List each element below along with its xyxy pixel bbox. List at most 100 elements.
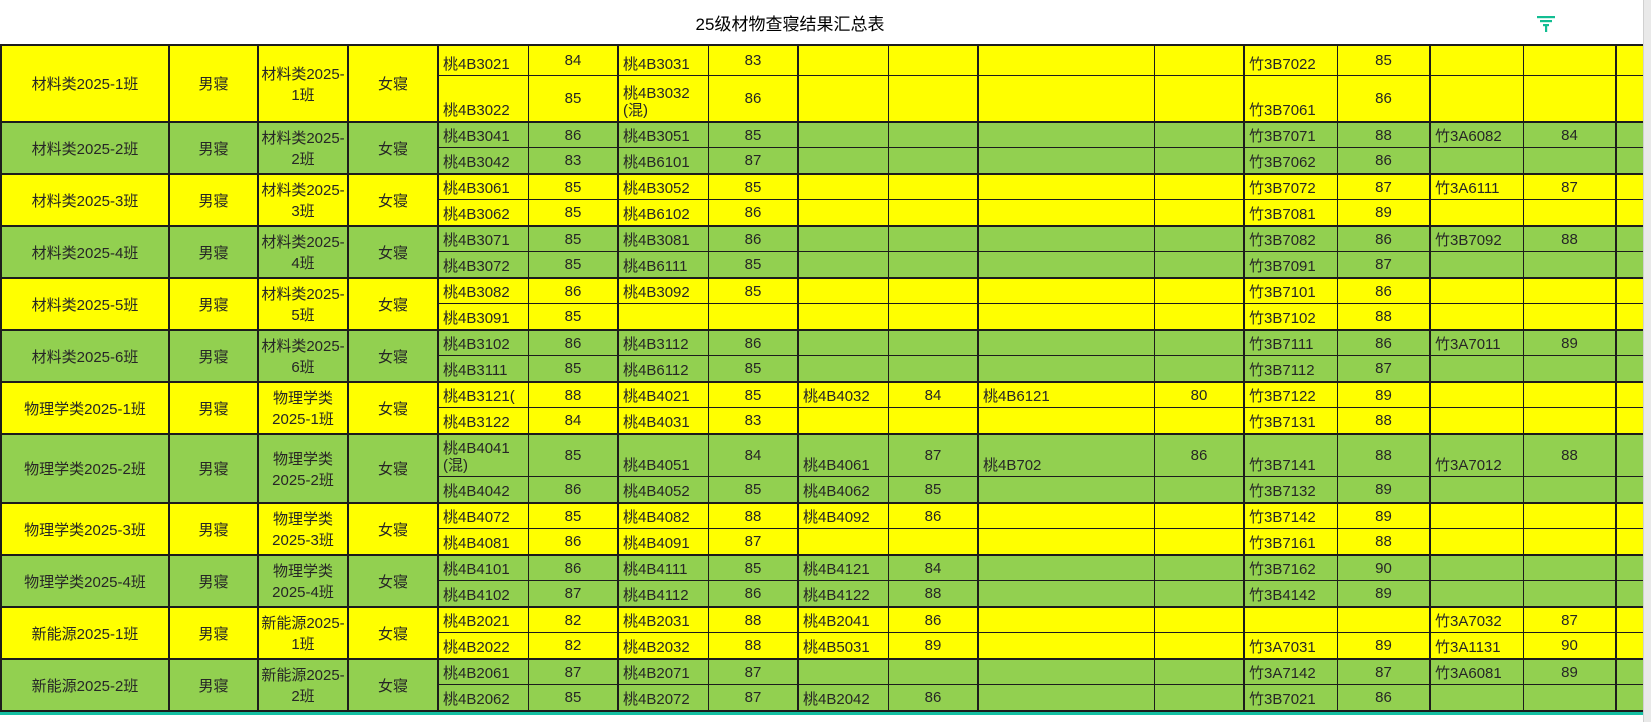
class-cell[interactable]: 物理学类2025-3班: [2, 504, 170, 554]
empty-cell[interactable]: [979, 123, 1155, 148]
empty-cell[interactable]: [889, 356, 979, 381]
empty-cell[interactable]: [1155, 123, 1245, 148]
score-cell[interactable]: 87: [1338, 252, 1431, 277]
dorm-cell[interactable]: 桃4B3062: [439, 200, 529, 225]
dorm-cell[interactable]: 桃4B3082: [439, 279, 529, 304]
empty-cell[interactable]: [1617, 331, 1644, 356]
score-cell[interactable]: 88: [1524, 435, 1617, 477]
score-cell[interactable]: 80: [1155, 383, 1245, 408]
score-cell[interactable]: 87: [709, 529, 799, 554]
empty-cell[interactable]: [1617, 175, 1644, 200]
dorm-label-cell[interactable]: 女寝: [349, 383, 439, 433]
score-cell[interactable]: 88: [709, 633, 799, 658]
dorm-label-cell[interactable]: 男寝: [170, 435, 259, 502]
dorm-cell[interactable]: 桃4B3042: [439, 148, 529, 173]
empty-cell[interactable]: [1524, 477, 1617, 502]
class-cell[interactable]: 新能源2025-1班: [2, 608, 170, 658]
score-cell[interactable]: 85: [709, 279, 799, 304]
score-cell[interactable]: 86: [709, 227, 799, 252]
dorm-label-cell[interactable]: 女寝: [349, 46, 439, 121]
dorm-cell[interactable]: 桃4B3032(混): [619, 76, 709, 121]
dorm-cell[interactable]: 桃4B3072: [439, 252, 529, 277]
class-cell[interactable]: 物理学类2025-3班: [259, 504, 349, 554]
dorm-cell[interactable]: 桃4B4052: [619, 477, 709, 502]
empty-cell[interactable]: [799, 252, 889, 277]
dorm-cell[interactable]: 桃4B3031: [619, 46, 709, 76]
score-cell[interactable]: 82: [529, 608, 619, 633]
dorm-cell[interactable]: 竹3B7141: [1245, 435, 1338, 477]
dorm-label-cell[interactable]: 女寝: [349, 435, 439, 502]
dorm-cell[interactable]: 桃4B4021: [619, 383, 709, 408]
empty-cell[interactable]: [1431, 200, 1524, 225]
class-cell[interactable]: 材料类2025-3班: [2, 175, 170, 225]
empty-cell[interactable]: [1155, 633, 1245, 658]
dorm-cell[interactable]: 桃4B6101: [619, 148, 709, 173]
score-cell[interactable]: 89: [889, 633, 979, 658]
dorm-cell[interactable]: 桃4B4042: [439, 477, 529, 502]
dorm-cell[interactable]: 桃4B3111: [439, 356, 529, 381]
empty-cell[interactable]: [1524, 504, 1617, 529]
dorm-cell[interactable]: 桃4B3092: [619, 279, 709, 304]
empty-cell[interactable]: [889, 123, 979, 148]
score-cell[interactable]: 85: [529, 304, 619, 329]
class-cell[interactable]: 新能源2025-2班: [2, 660, 170, 710]
empty-cell[interactable]: [1524, 304, 1617, 329]
score-cell[interactable]: 85: [709, 123, 799, 148]
dorm-cell[interactable]: 桃4B3091: [439, 304, 529, 329]
empty-cell[interactable]: [1155, 175, 1245, 200]
empty-cell[interactable]: [1617, 383, 1644, 408]
dorm-cell[interactable]: 桃4B4082: [619, 504, 709, 529]
empty-cell[interactable]: [979, 408, 1155, 433]
dorm-cell[interactable]: 桃4B2041: [799, 608, 889, 633]
score-cell[interactable]: 84: [529, 408, 619, 433]
empty-cell[interactable]: [979, 200, 1155, 225]
class-cell[interactable]: 物理学类2025-2班: [259, 435, 349, 502]
empty-cell[interactable]: [979, 175, 1155, 200]
empty-cell[interactable]: [1155, 148, 1245, 173]
class-cell[interactable]: 材料类2025-5班: [2, 279, 170, 329]
score-cell[interactable]: 85: [709, 383, 799, 408]
score-cell[interactable]: 85: [709, 356, 799, 381]
empty-cell[interactable]: [1431, 477, 1524, 502]
empty-cell[interactable]: [1431, 383, 1524, 408]
dorm-cell[interactable]: 竹3B7022: [1245, 46, 1338, 76]
empty-cell[interactable]: [979, 633, 1155, 658]
empty-cell[interactable]: [979, 685, 1155, 710]
score-cell[interactable]: 86: [889, 504, 979, 529]
score-cell[interactable]: 85: [889, 477, 979, 502]
dorm-cell[interactable]: 竹3B7081: [1245, 200, 1338, 225]
empty-cell[interactable]: [1617, 227, 1644, 252]
dorm-label-cell[interactable]: 男寝: [170, 660, 259, 710]
score-cell[interactable]: 84: [1524, 123, 1617, 148]
dorm-cell[interactable]: 竹3B7062: [1245, 148, 1338, 173]
dorm-label-cell[interactable]: 女寝: [349, 331, 439, 381]
score-cell[interactable]: 85: [1338, 46, 1431, 76]
empty-cell[interactable]: [799, 76, 889, 121]
score-cell[interactable]: 86: [1338, 227, 1431, 252]
dorm-cell[interactable]: 桃4B6102: [619, 200, 709, 225]
dorm-cell[interactable]: 桃4B4031: [619, 408, 709, 433]
score-cell[interactable]: 85: [709, 477, 799, 502]
empty-cell[interactable]: [1617, 279, 1644, 304]
dorm-cell[interactable]: 桃4B4062: [799, 477, 889, 502]
dorm-label-cell[interactable]: 男寝: [170, 556, 259, 606]
class-cell[interactable]: 材料类2025-1班: [259, 46, 349, 121]
empty-cell[interactable]: [1155, 279, 1245, 304]
dorm-label-cell[interactable]: 女寝: [349, 660, 439, 710]
dorm-cell[interactable]: 桃4B2042: [799, 685, 889, 710]
score-cell[interactable]: 89: [1338, 581, 1431, 606]
empty-cell[interactable]: [1617, 608, 1644, 633]
dorm-label-cell[interactable]: 男寝: [170, 227, 259, 277]
dorm-cell[interactable]: 桃4B4092: [799, 504, 889, 529]
empty-cell[interactable]: [1155, 252, 1245, 277]
dorm-cell[interactable]: 桃4B3061: [439, 175, 529, 200]
empty-cell[interactable]: [889, 304, 979, 329]
dorm-cell[interactable]: 竹3B7092: [1431, 227, 1524, 252]
score-cell[interactable]: 85: [529, 200, 619, 225]
empty-cell[interactable]: [979, 356, 1155, 381]
class-cell[interactable]: 物理学类2025-2班: [2, 435, 170, 502]
empty-cell[interactable]: [979, 304, 1155, 329]
dorm-cell[interactable]: 桃4B3102: [439, 331, 529, 356]
empty-cell[interactable]: [889, 529, 979, 554]
empty-cell[interactable]: [979, 529, 1155, 554]
